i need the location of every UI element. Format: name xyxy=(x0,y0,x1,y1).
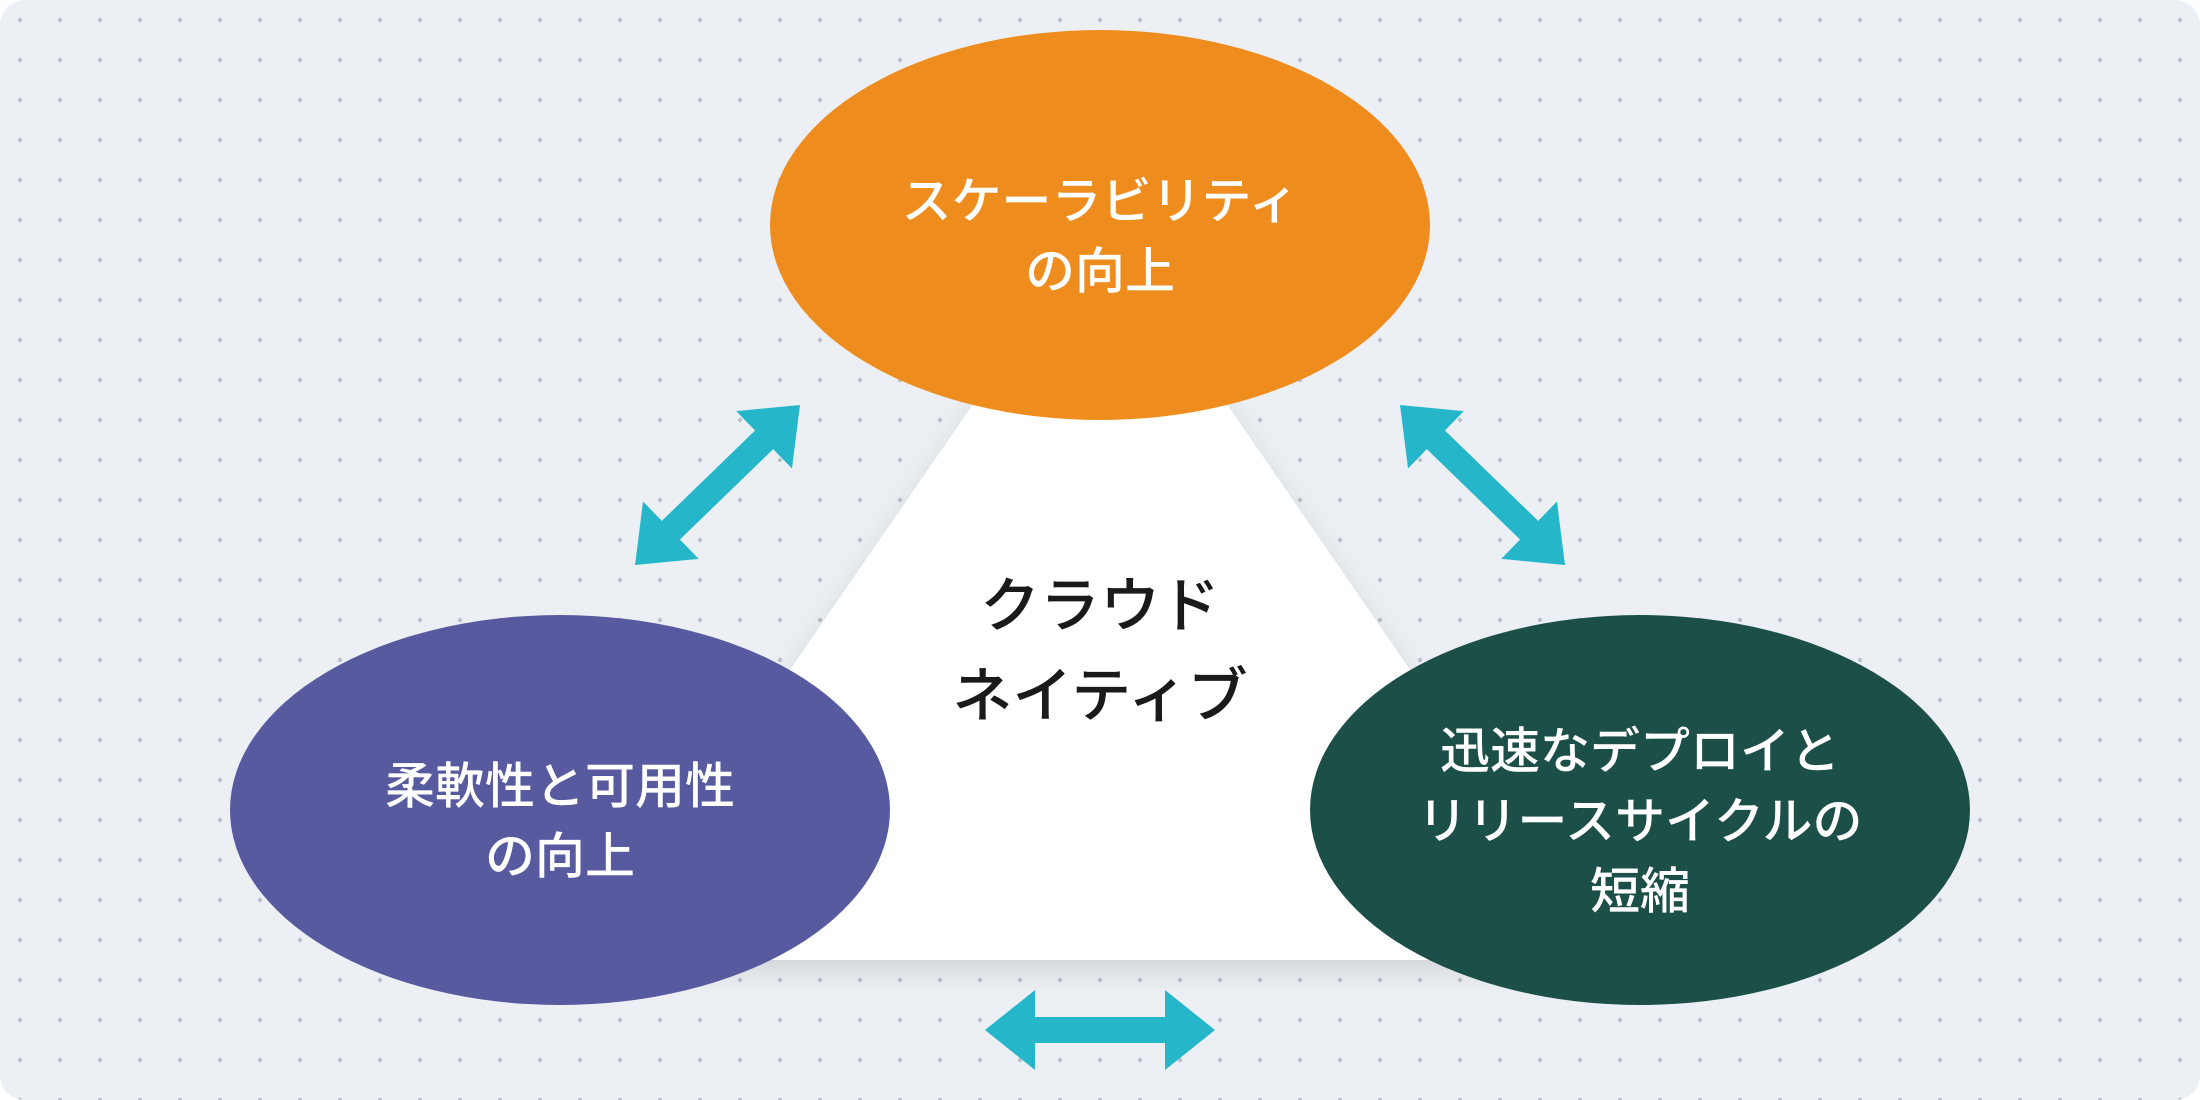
node-top-label-line-2: の向上 xyxy=(1025,232,1175,304)
center-label-line-1: クラウド xyxy=(980,557,1220,644)
node-right-label-line-1: 迅速なデプロイと xyxy=(1440,712,1840,784)
center-label-line-2: ネイティブ xyxy=(952,647,1247,734)
node-left-label-line-2: の向上 xyxy=(485,817,635,889)
node-left-label-line-1: 柔軟性と可用性 xyxy=(385,747,735,819)
node-right-label-line-2: リリースサイクルの xyxy=(1418,782,1863,854)
node-right-label-line-3: 短縮 xyxy=(1590,852,1690,924)
node-top-label-line-1: スケーラビリティ xyxy=(902,162,1299,234)
diagram-canvas: スケーラビリティの向上柔軟性と可用性の向上迅速なデプロイとリリースサイクルの短縮… xyxy=(0,0,2200,1100)
